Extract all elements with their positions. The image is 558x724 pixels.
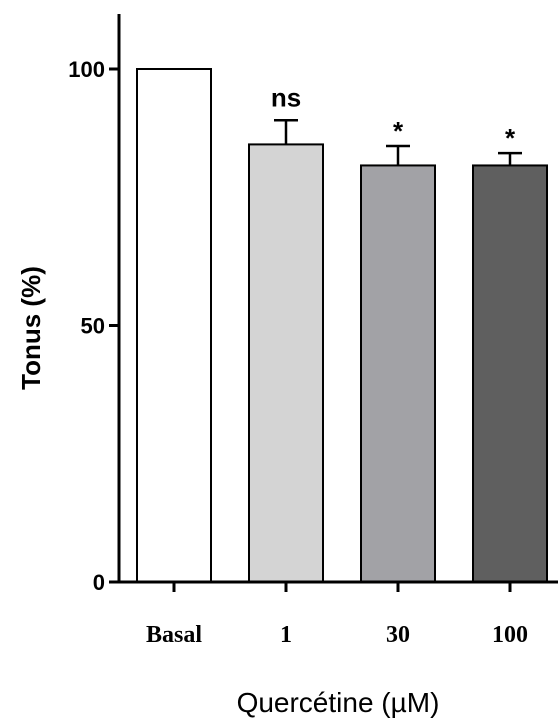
- error-bars-group: [274, 119, 522, 166]
- y-axis-title: Tonus (%): [16, 266, 46, 390]
- x-tick-label: 1: [280, 622, 292, 648]
- significance-label: *: [505, 123, 516, 153]
- x-axis-title: Quercétine (µM): [237, 687, 440, 718]
- bar-100: [472, 164, 548, 583]
- x-tick-label: Basal: [146, 622, 202, 648]
- axes-group: [117, 14, 558, 584]
- bar-30: [360, 164, 436, 583]
- significance-label: *: [393, 116, 404, 146]
- bars-group: [136, 68, 548, 583]
- x-ticks-group: Basal 1 30 100: [146, 582, 528, 648]
- bar-1: [248, 143, 324, 583]
- significance-label: ns: [271, 82, 301, 112]
- y-tick-label: 0: [93, 570, 105, 595]
- x-tick-label: 100: [492, 622, 528, 648]
- y-tick-label: 50: [81, 314, 105, 339]
- y-tick-label: 100: [68, 57, 105, 82]
- bar-basal: [136, 68, 212, 583]
- significance-labels-group: ns * *: [271, 82, 516, 153]
- y-ticks-group: 0 50 100: [68, 57, 119, 595]
- x-tick-label: 30: [386, 622, 410, 648]
